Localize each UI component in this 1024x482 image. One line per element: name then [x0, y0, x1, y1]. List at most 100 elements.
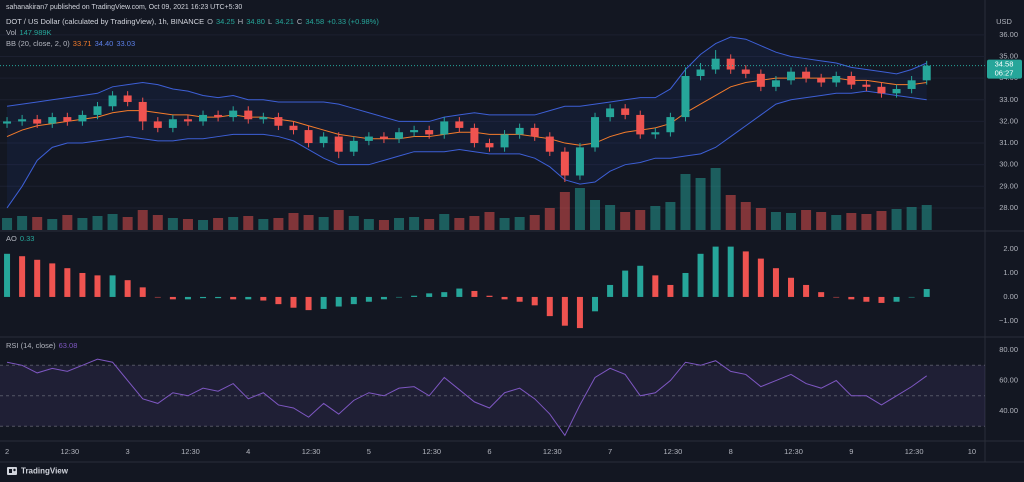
volume-bar	[695, 178, 706, 230]
candle-body	[214, 114, 223, 118]
candle-body	[138, 101, 147, 122]
ao-bar	[290, 296, 297, 308]
ao-bar	[637, 265, 644, 297]
ao-label: AO	[6, 234, 17, 243]
ao-bar	[727, 246, 734, 297]
ao-bar	[350, 296, 357, 305]
candle-body	[199, 114, 208, 122]
x-tick-label: 2	[5, 447, 9, 456]
candle-body	[183, 119, 192, 122]
y-tick-label: 33.00	[999, 95, 1018, 104]
x-tick-label: 12:30	[302, 447, 321, 456]
candle-body	[93, 106, 102, 115]
ao-bar	[576, 296, 583, 329]
ao-bar	[878, 296, 885, 303]
ao-bar	[893, 296, 900, 302]
candle-body	[229, 110, 238, 118]
ao-bar	[471, 290, 478, 297]
candle-body	[485, 143, 494, 148]
ao-bar	[863, 296, 870, 302]
ao-bar	[712, 246, 719, 297]
candle-body	[591, 117, 600, 148]
ao-bar	[320, 296, 327, 309]
volume-bar	[288, 213, 299, 230]
change-value: +0.33 (+0.98%)	[327, 17, 379, 26]
y-tick-label: 30.00	[999, 160, 1018, 169]
ao-bar	[652, 275, 659, 297]
volume-bar	[122, 217, 133, 230]
x-tick-label: 3	[126, 447, 130, 456]
ao-bar	[501, 296, 508, 300]
legend-rsi: RSI (14, close) 63.08	[6, 341, 77, 350]
candle-body	[711, 58, 720, 70]
ao-bar	[848, 296, 855, 300]
x-tick-label: 8	[729, 447, 733, 456]
candle-body	[892, 88, 901, 94]
candle-body	[425, 130, 434, 135]
candle-body	[259, 117, 268, 120]
ao-bar	[139, 287, 146, 297]
y-tick-label: 0.00	[1003, 292, 1018, 301]
volume-bar	[846, 213, 857, 230]
ao-bar	[335, 296, 342, 307]
ao-bar	[441, 292, 448, 297]
ohlc-value: 34.25	[216, 17, 235, 26]
candle-body	[78, 114, 87, 122]
volume-bar	[635, 210, 646, 230]
bb-label: BB (20, close, 2, 0)	[6, 39, 70, 48]
ao-bar	[124, 280, 131, 297]
ao-bar	[230, 296, 237, 300]
y-tick-label: 35.00	[999, 52, 1018, 61]
y-tick-label: 31.00	[999, 138, 1018, 147]
candle-body	[636, 114, 645, 135]
volume-bar	[439, 214, 450, 230]
ao-bar	[833, 296, 840, 298]
ao-bar	[64, 268, 71, 297]
candle-body	[726, 58, 735, 70]
ao-bar	[365, 296, 372, 302]
legend-ao: AO 0.33	[6, 234, 34, 243]
ao-bar	[169, 296, 176, 300]
candle-body	[530, 127, 539, 137]
ao-bar	[260, 296, 267, 301]
ohlc-key: H	[238, 17, 243, 26]
volume-bar	[32, 217, 43, 230]
candle-body	[907, 80, 916, 89]
candle-body	[304, 130, 313, 144]
candle-body	[18, 119, 27, 122]
candle-body	[289, 125, 298, 131]
ao-bar	[697, 253, 704, 297]
volume-bar	[424, 219, 435, 230]
ao-bar	[531, 296, 538, 306]
publisher: sahanakiran7 published on TradingView.co…	[6, 4, 242, 11]
volume-bar	[107, 214, 118, 230]
ao-bar	[305, 296, 312, 311]
ao-bar	[49, 263, 56, 297]
x-tick-label: 12:30	[422, 447, 441, 456]
ao-bar	[411, 295, 418, 297]
ao-bar	[923, 289, 930, 297]
logo	[7, 467, 17, 475]
volume-bar	[243, 216, 254, 230]
ao-bar	[275, 296, 282, 305]
candle-body	[63, 117, 72, 122]
y-tick-label: 60.00	[999, 376, 1018, 385]
ao-bar	[34, 259, 41, 297]
ao-bar	[79, 272, 86, 297]
y-tick-label: 28.00	[999, 203, 1018, 212]
volume-bar	[348, 216, 359, 230]
ohlc-key: C	[297, 17, 303, 26]
ao-bar	[380, 296, 387, 300]
x-tick-label: 12:30	[784, 447, 803, 456]
rsi-label: RSI (14, close)	[6, 341, 56, 350]
volume-bar	[650, 206, 661, 230]
volume-bar	[710, 168, 721, 230]
candle-body	[832, 75, 841, 83]
volume-bar	[454, 218, 465, 230]
ao-bar	[109, 275, 116, 297]
candle-body	[364, 136, 373, 141]
volume-bar	[469, 216, 480, 230]
candle-body	[244, 110, 253, 120]
unit-label: USD	[996, 17, 1012, 26]
candle-body	[696, 69, 705, 76]
